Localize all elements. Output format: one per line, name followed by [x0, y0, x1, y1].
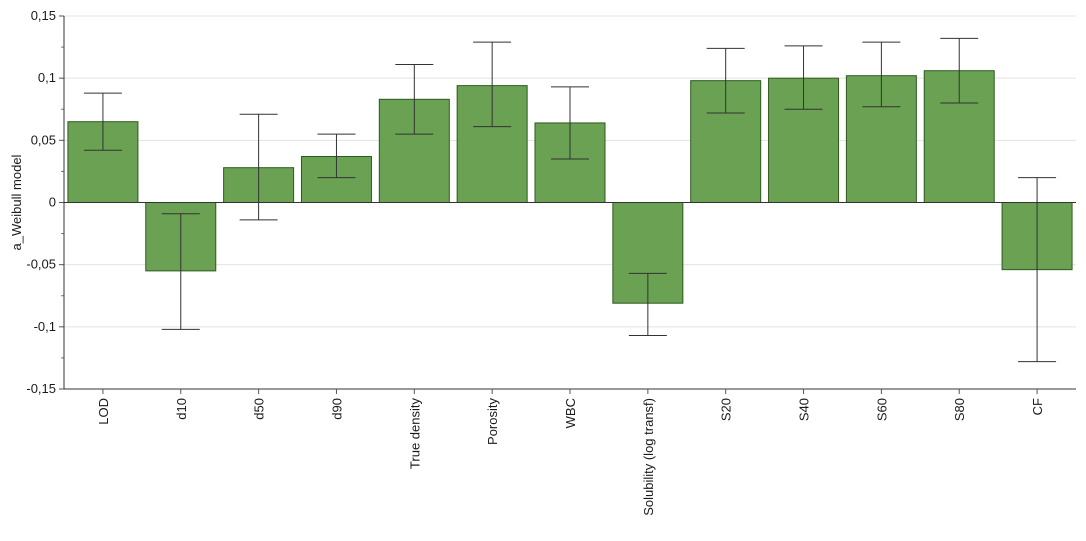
error-bar	[473, 41, 512, 128]
x-tick-label: S40	[797, 398, 812, 421]
y-tick-label: -0,05	[26, 257, 56, 272]
x-tick-label: S60	[874, 398, 889, 421]
error-bar	[83, 92, 122, 151]
error-bar	[940, 37, 979, 104]
y-tick-label: 0,1	[38, 70, 56, 85]
error-bar	[239, 113, 278, 221]
x-tick-label: S20	[719, 398, 734, 421]
x-tick-label: d10	[174, 398, 189, 420]
x-tick-label: LOD	[96, 398, 111, 425]
error-bar	[395, 63, 434, 135]
error-bar	[628, 272, 667, 337]
error-bar	[161, 213, 200, 330]
y-tick-label: 0,05	[31, 132, 56, 147]
error-bar	[862, 41, 901, 108]
axes	[59, 15, 1076, 394]
x-tick-label: Solubility (log transf)	[641, 398, 656, 516]
y-tick-label: 0,15	[31, 8, 56, 23]
x-tick-label: True density	[407, 398, 422, 470]
x-tick-label: d90	[329, 398, 344, 420]
error-bar	[784, 45, 823, 110]
error-bar	[706, 47, 745, 114]
error-bar	[551, 86, 589, 160]
y-tick-labels: 0,15 0,1 0,05 0 -0,05 -0,1 -0,15	[26, 8, 56, 396]
y-tick-label: -0,15	[26, 381, 56, 396]
x-tick-label: d50	[252, 398, 267, 420]
y-tick-label: 0	[49, 195, 56, 210]
error-bar	[1018, 177, 1057, 363]
x-tick-label: Porosity	[485, 398, 500, 445]
x-tick-label: WBC	[563, 398, 578, 428]
x-tick-label: CF	[1030, 398, 1045, 415]
x-tick-label: S80	[952, 398, 967, 421]
y-tick-label: -0,1	[34, 319, 56, 334]
error-bar	[317, 133, 356, 179]
x-tick-labels: LOD d10 d50 d90 True density Porosity WBC Solub…	[96, 398, 1045, 516]
y-axis-title: a_Weibull model	[9, 154, 24, 250]
error-bars	[83, 37, 1057, 363]
